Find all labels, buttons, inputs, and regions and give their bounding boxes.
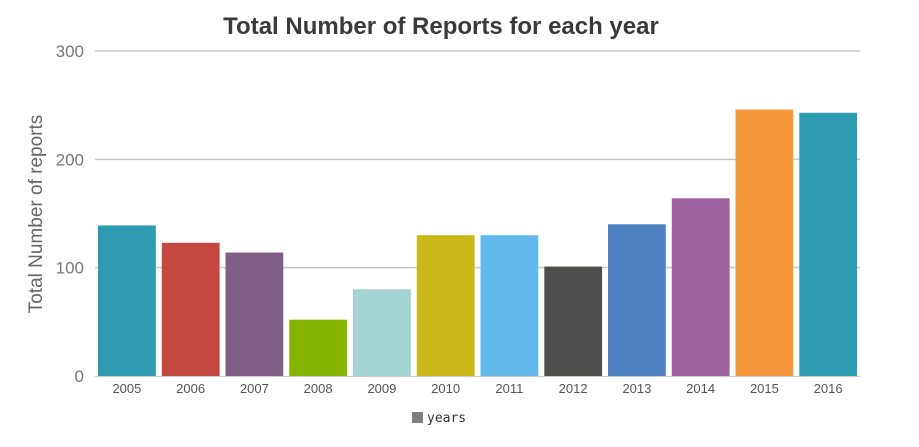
legend-label: years xyxy=(427,411,466,426)
bar-2008[interactable] xyxy=(289,319,348,376)
x-tick-label: 2008 xyxy=(304,381,333,396)
bar-2010[interactable] xyxy=(416,235,475,376)
x-tick-label: 2007 xyxy=(240,381,269,396)
x-tick-label: 2016 xyxy=(814,381,843,396)
bar-2016[interactable] xyxy=(799,112,858,377)
bar-2005[interactable] xyxy=(98,225,156,376)
bar-2014[interactable] xyxy=(671,198,730,376)
y-tick-label: 100 xyxy=(56,259,84,278)
y-axis-ticks: 0 100 200 300 xyxy=(56,42,84,386)
y-tick-label: 300 xyxy=(56,42,84,61)
x-tick-label: 2005 xyxy=(112,381,141,396)
x-tick-label: 2009 xyxy=(367,381,396,396)
y-tick-label: 0 xyxy=(75,367,84,386)
x-tick-label: 2006 xyxy=(176,381,205,396)
chart-title: Total Number of Reports for each year xyxy=(223,13,659,40)
bar-2011[interactable] xyxy=(480,235,539,376)
bar-2006[interactable] xyxy=(161,242,220,377)
x-axis-ticks: 2005 2006 2007 2008 2009 2010 2011 2012 2013 2014… xyxy=(112,381,842,396)
x-tick-label: 2015 xyxy=(750,381,779,396)
x-tick-label: 2013 xyxy=(622,381,651,396)
bars xyxy=(98,109,858,377)
x-tick-label: 2010 xyxy=(431,381,460,396)
x-tick-label: 2014 xyxy=(686,381,715,396)
bar-2012[interactable] xyxy=(544,266,603,376)
bar-2015[interactable] xyxy=(735,109,794,377)
x-tick-label: 2012 xyxy=(559,381,588,396)
y-axis-label: Total Number of reports xyxy=(26,115,47,314)
bar-2013[interactable] xyxy=(608,224,666,376)
y-tick-label: 200 xyxy=(56,150,84,169)
bar-2009[interactable] xyxy=(353,289,411,376)
legend-swatch xyxy=(412,412,423,423)
bar-2007[interactable] xyxy=(225,252,284,377)
legend[interactable]: years xyxy=(412,411,466,426)
gridlines xyxy=(95,50,860,269)
x-tick-label: 2011 xyxy=(495,381,523,396)
